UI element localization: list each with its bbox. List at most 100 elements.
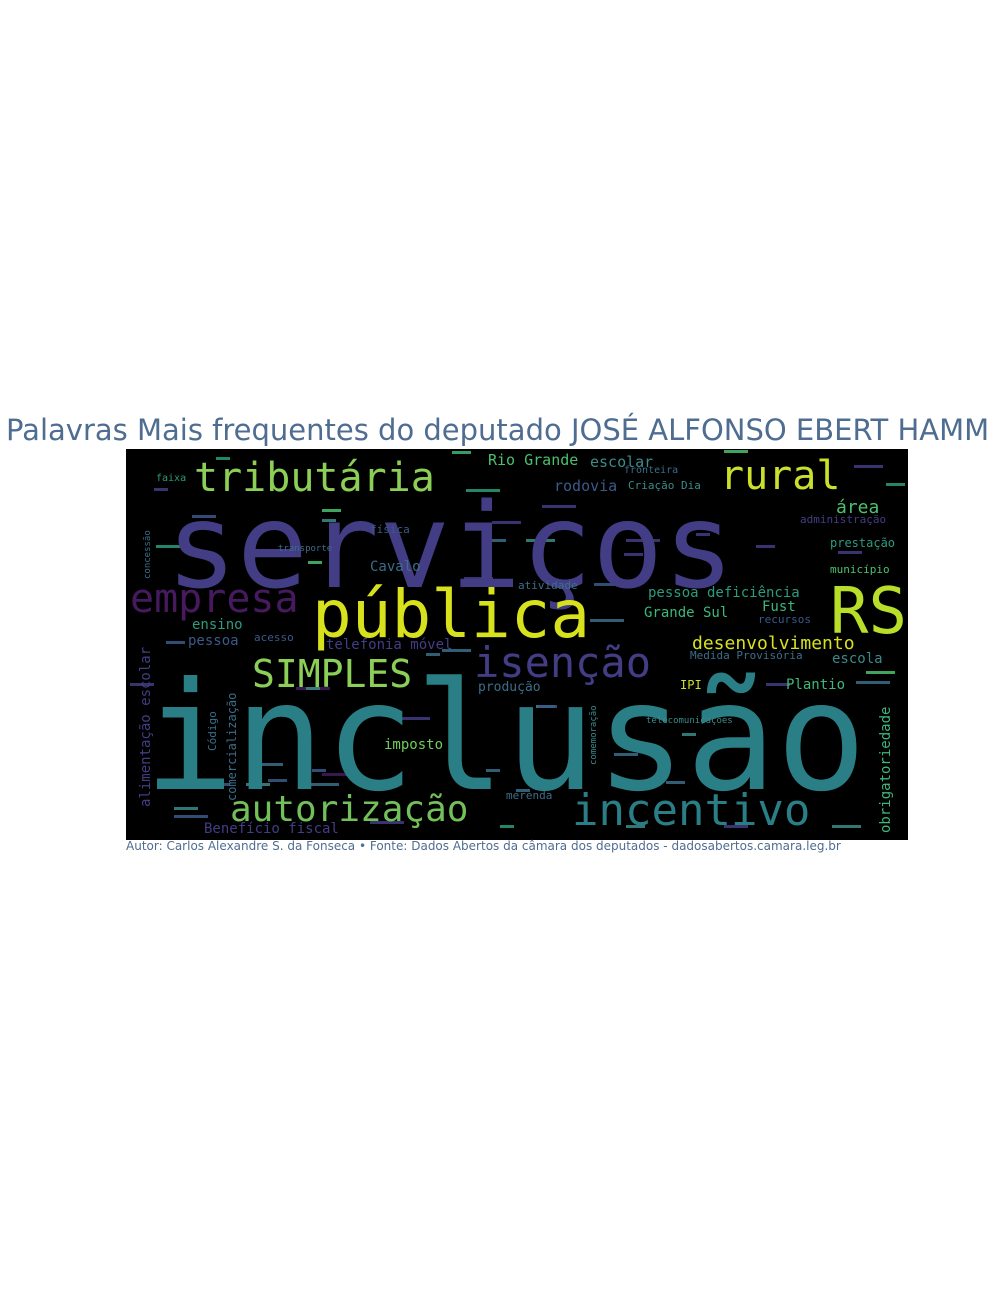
- cloud-filler-word: [624, 553, 643, 556]
- cloud-word: tributária: [194, 455, 435, 501]
- cloud-filler-word: [626, 825, 645, 828]
- cloud-word: pessoa deficiência: [648, 585, 800, 601]
- cloud-filler-word: [154, 488, 168, 491]
- cloud-filler-word: [166, 641, 185, 644]
- cloud-word: ensino: [192, 617, 243, 633]
- cloud-filler-word: [666, 781, 685, 784]
- cloud-word: SIMPLES: [252, 652, 412, 696]
- cloud-word: física: [370, 523, 410, 536]
- cloud-filler-word: [492, 521, 521, 524]
- cloud-word: transporte: [278, 544, 332, 554]
- word-cloud: serviços inclusão pública RS empresa tributár…: [126, 449, 908, 840]
- cloud-filler-word: [426, 653, 440, 656]
- cloud-filler-word: [766, 683, 790, 686]
- cloud-filler-word: [246, 783, 270, 786]
- cloud-word: fronteira: [624, 465, 678, 476]
- cloud-filler-word: [216, 457, 230, 460]
- cloud-word: IPI: [680, 678, 702, 692]
- cloud-word: Criação Dia: [628, 479, 701, 492]
- cloud-filler-word: [854, 465, 883, 468]
- cloud-word: pessoa: [188, 633, 239, 649]
- cloud-filler-word: [174, 807, 198, 810]
- cloud-word: merenda: [506, 789, 552, 802]
- cloud-word: telefonia móvel: [326, 637, 452, 653]
- chart-title: Palavras Mais frequentes do deputado JOS…: [6, 413, 990, 447]
- cloud-filler-word: [756, 545, 775, 548]
- cloud-filler-word: [590, 619, 624, 622]
- cloud-filler-word: [262, 551, 296, 554]
- cloud-filler-word: [308, 561, 322, 564]
- cloud-filler-word: [482, 539, 506, 542]
- cloud-filler-word: [322, 519, 336, 522]
- cloud-word: administração: [800, 513, 886, 526]
- cloud-filler-word: [838, 551, 862, 554]
- cloud-filler-word: [312, 769, 326, 772]
- cloud-filler-word: [322, 773, 351, 776]
- cloud-filler-word: [486, 769, 500, 772]
- cloud-word: autorização: [230, 789, 468, 830]
- cloud-word: Benefício fiscal: [204, 821, 339, 837]
- cloud-word: escolar: [590, 453, 653, 471]
- cloud-filler-word: [196, 783, 230, 786]
- cloud-filler-word: [192, 515, 216, 518]
- cloud-word: pública: [312, 576, 590, 653]
- cloud-filler-word: [310, 783, 339, 786]
- cloud-word: recursos: [758, 613, 811, 626]
- cloud-word: Grande Sul: [644, 605, 728, 621]
- cloud-word: área: [836, 497, 879, 518]
- cloud-filler-word: [832, 825, 861, 828]
- cloud-word: rural: [720, 453, 840, 499]
- cloud-word: isenção: [474, 638, 651, 687]
- cloud-word: acesso: [254, 631, 294, 644]
- cloud-word: comemoração: [589, 705, 599, 765]
- cloud-filler-word: [526, 539, 555, 542]
- cloud-filler-word: [724, 825, 748, 828]
- cloud-filler-word: [396, 717, 430, 720]
- cloud-filler-word: [370, 821, 404, 824]
- cloud-filler-word: [682, 733, 696, 736]
- cloud-word: desenvolvimento: [692, 633, 855, 654]
- cloud-word: serviços: [166, 477, 734, 615]
- cloud-filler-word: [696, 533, 710, 536]
- cloud-filler-word: [500, 825, 514, 828]
- cloud-word: concessão: [143, 530, 153, 579]
- cloud-filler-word: [626, 539, 660, 542]
- cloud-word: faixa: [156, 473, 186, 484]
- cloud-word: Plantio: [786, 677, 845, 693]
- cloud-word: inclusão: [144, 651, 866, 825]
- cloud-filler-word: [254, 763, 283, 766]
- cloud-word: produção: [478, 680, 541, 695]
- source-credit: Autor: Carlos Alexandre S. da Fonseca • …: [126, 839, 841, 853]
- cloud-filler-word: [156, 545, 185, 548]
- cloud-word: rodovia: [554, 477, 617, 495]
- cloud-filler-word: [886, 483, 905, 486]
- cloud-filler-word: [594, 583, 618, 586]
- cloud-word: atividade: [518, 579, 578, 592]
- cloud-word: Rio Grande: [488, 451, 578, 469]
- cloud-filler-word: [322, 509, 341, 512]
- cloud-word: RS: [830, 575, 907, 649]
- cloud-word: empresa: [130, 576, 299, 622]
- cloud-filler-word: [538, 705, 557, 708]
- cloud-word: prestação: [830, 536, 895, 550]
- cloud-word: comercialização: [225, 693, 239, 801]
- cloud-filler-word: [464, 577, 493, 580]
- cloud-filler-word: [130, 683, 154, 686]
- cloud-filler-word: [866, 671, 895, 674]
- cloud-filler-word: [856, 681, 890, 684]
- cloud-word: Código: [206, 711, 219, 751]
- cloud-filler-word: [306, 687, 320, 690]
- cloud-word: incentivo: [572, 785, 810, 836]
- cloud-filler-word: [268, 779, 287, 782]
- cloud-word: Cavalo: [370, 559, 421, 575]
- cloud-word: município: [830, 563, 890, 576]
- cloud-word: imposto: [384, 737, 443, 753]
- cloud-filler-word: [614, 753, 638, 756]
- cloud-filler-word: [724, 450, 748, 453]
- cloud-filler-word: [542, 505, 576, 508]
- cloud-word: alimentação escolar: [138, 647, 154, 807]
- cloud-word: obrigatoriedade: [878, 707, 894, 833]
- cloud-word: telecomunicações: [646, 716, 733, 726]
- cloud-word: Fust: [762, 599, 796, 615]
